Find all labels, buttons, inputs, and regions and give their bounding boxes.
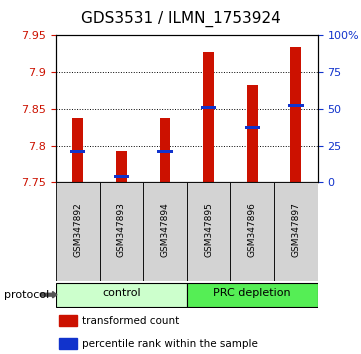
Bar: [245, 126, 260, 130]
Text: GSM347892: GSM347892: [73, 202, 82, 257]
Bar: [288, 104, 304, 107]
Text: GSM347894: GSM347894: [161, 202, 170, 257]
Bar: [187, 182, 230, 281]
Bar: [72, 118, 83, 182]
Text: protocol: protocol: [4, 290, 49, 300]
Text: GSM347897: GSM347897: [291, 202, 300, 257]
Bar: [58, 338, 77, 349]
Text: percentile rank within the sample: percentile rank within the sample: [82, 339, 258, 349]
Bar: [157, 150, 173, 153]
Bar: [160, 118, 170, 182]
Bar: [58, 315, 77, 326]
Bar: [187, 283, 318, 307]
Bar: [70, 150, 86, 153]
Bar: [56, 182, 100, 281]
Text: GSM347896: GSM347896: [248, 202, 257, 257]
Bar: [114, 175, 129, 178]
Bar: [290, 47, 301, 182]
Bar: [247, 85, 258, 182]
Bar: [201, 106, 216, 109]
Bar: [116, 151, 127, 182]
Text: PRC depletion: PRC depletion: [213, 289, 291, 298]
Text: GDS3531 / ILMN_1753924: GDS3531 / ILMN_1753924: [81, 11, 280, 27]
Bar: [230, 182, 274, 281]
Text: control: control: [102, 289, 141, 298]
Text: GSM347895: GSM347895: [204, 202, 213, 257]
Text: GSM347893: GSM347893: [117, 202, 126, 257]
Bar: [274, 182, 318, 281]
Bar: [56, 283, 187, 307]
Bar: [203, 52, 214, 182]
Bar: [143, 182, 187, 281]
Text: transformed count: transformed count: [82, 316, 179, 326]
Bar: [100, 182, 143, 281]
